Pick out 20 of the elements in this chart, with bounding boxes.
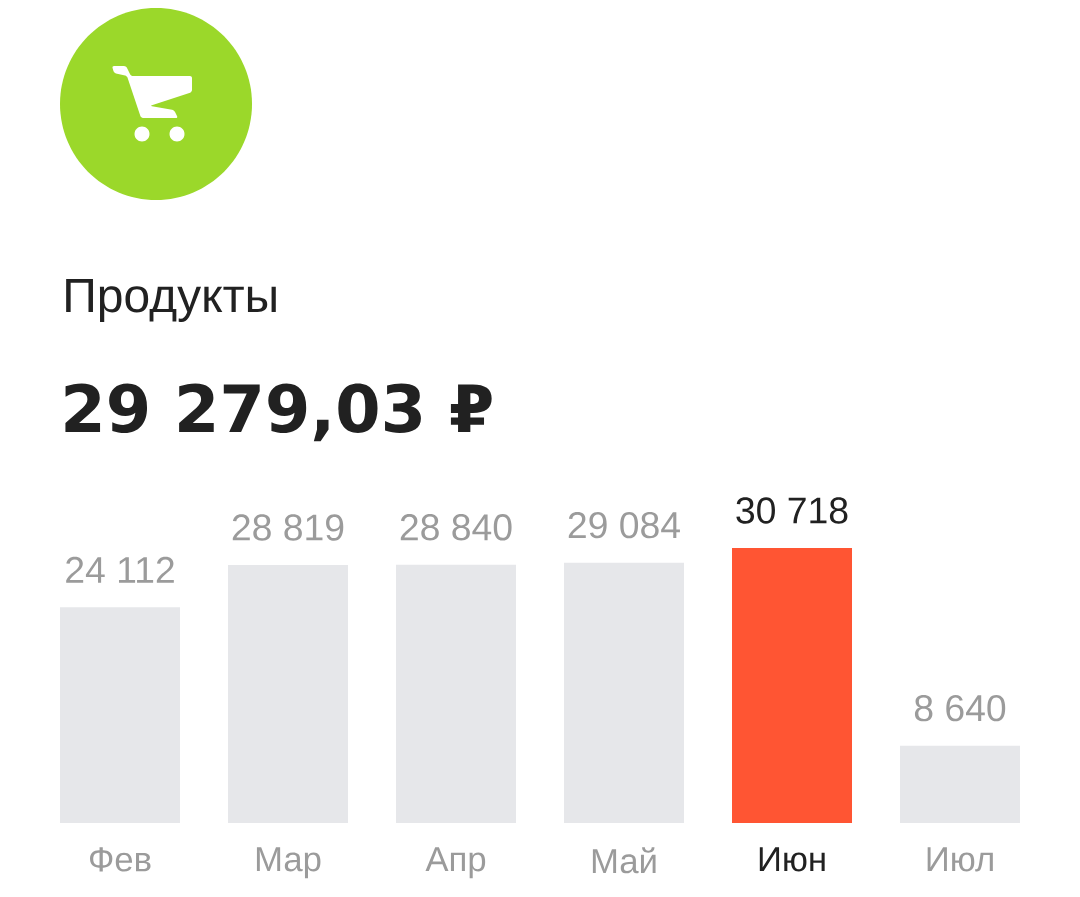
bar <box>228 565 349 823</box>
data-label: 24 112 <box>66 556 174 583</box>
chart-subtitle: 29 279,03 ₽ <box>65 383 492 442</box>
x-tick-label: Мар <box>256 847 321 879</box>
x-tick-label: Апр <box>425 847 486 879</box>
x-tick-label: Фев <box>89 847 151 872</box>
bar <box>564 562 685 823</box>
x-tick-label: Июл <box>927 847 993 872</box>
bar <box>732 548 853 823</box>
data-label: 8 640 <box>914 694 1006 722</box>
bar <box>900 745 1021 823</box>
chart-title: Продукты <box>66 278 276 322</box>
data-label: 29 084 <box>568 511 680 539</box>
x-tick-label: Июн <box>759 847 825 872</box>
x-tick-label: Май <box>592 847 656 874</box>
data-label: 28 840 <box>400 514 512 541</box>
bar <box>60 607 181 823</box>
data-label: 28 819 <box>232 514 344 541</box>
bar <box>396 564 517 823</box>
data-label: 30 718 <box>736 497 848 524</box>
